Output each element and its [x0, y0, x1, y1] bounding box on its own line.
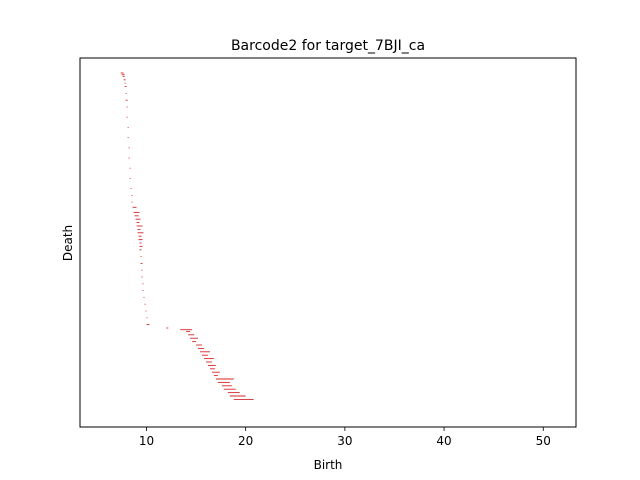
x-axis-ticks: 10 20 30 40 50	[139, 427, 551, 448]
barcode-bars	[120, 72, 254, 400]
y-axis-label: Death	[61, 225, 75, 261]
x-tick-label: 50	[536, 434, 551, 448]
x-tick-label: 40	[436, 434, 451, 448]
chart-title: Barcode2 for target_7BJI_ca	[231, 38, 425, 54]
x-tick-label: 30	[337, 434, 352, 448]
x-tick-label: 20	[238, 434, 253, 448]
x-tick-label: 10	[139, 434, 154, 448]
x-axis-label: Birth	[314, 458, 343, 472]
plot-frame	[79, 57, 577, 428]
plot-area	[80, 58, 576, 427]
